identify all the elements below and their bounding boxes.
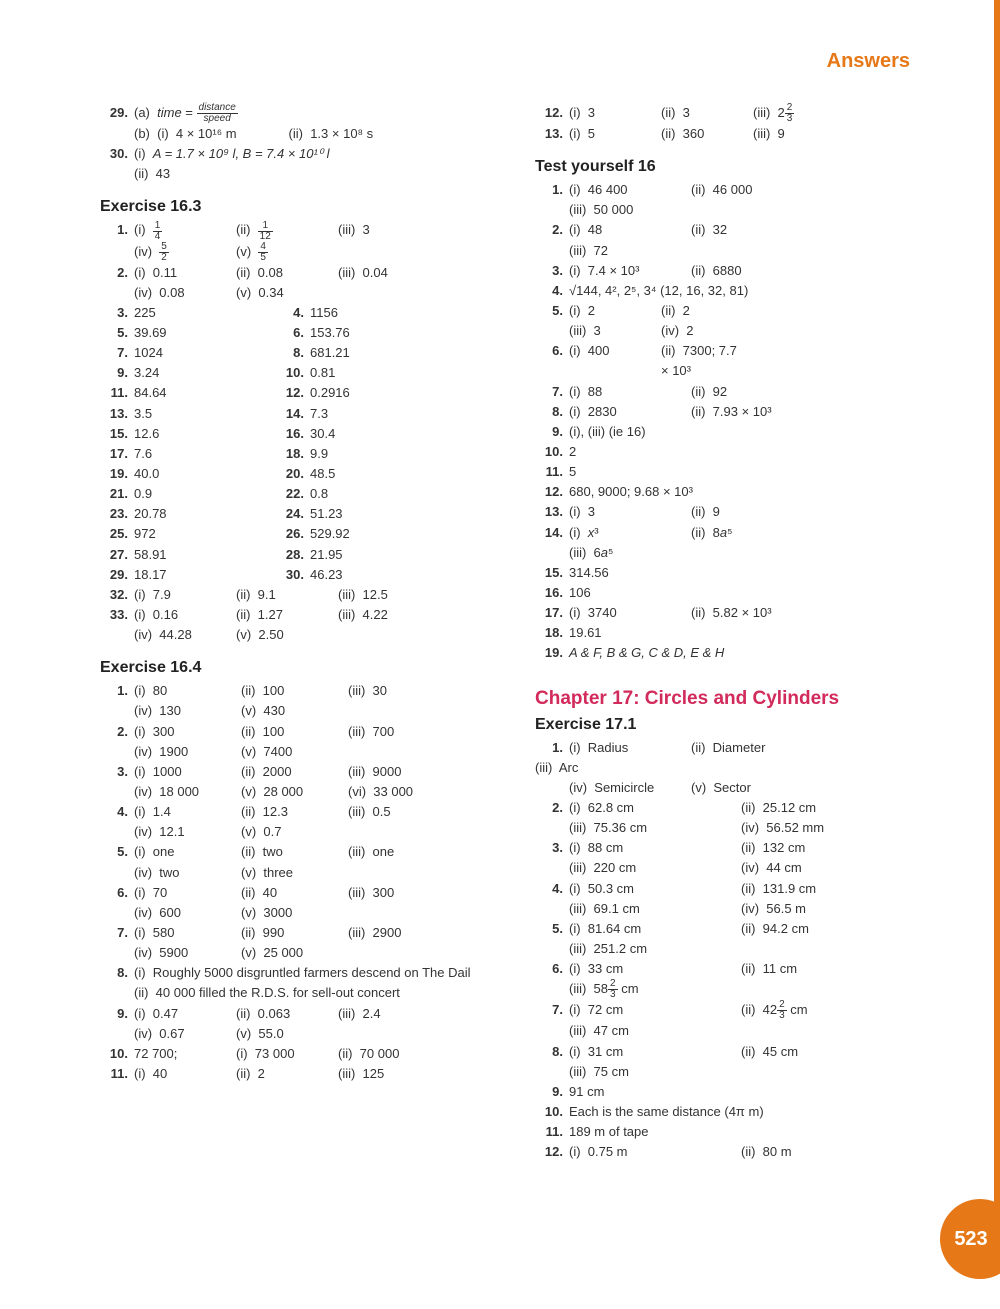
ex164-q11-iii: 125: [363, 1066, 385, 1081]
ex164-q9-iii: 2.4: [363, 1006, 381, 1021]
q29b-i: 4 × 10¹⁶ m: [176, 126, 237, 141]
q30-i: A = 1.7 × 10⁹ l, B = 7.4 × 10¹⁰ l: [153, 146, 330, 161]
ex163-title: Exercise 16.3: [100, 198, 495, 216]
ex163-q33-iii: 4.22: [363, 607, 388, 622]
left-column: 29. (a) time = distancespeed (b) (i) 4 ×…: [100, 103, 495, 1162]
ex164-q9-v: 55.0: [258, 1026, 283, 1041]
ex163-q2-v: 0.34: [258, 285, 283, 300]
q30-ii: 43: [156, 166, 170, 181]
test16-title: Test yourself 16: [535, 158, 930, 176]
test16-block: 1.(i) 46 400(ii) 46 000(iii) 50 0002.(i)…: [535, 180, 930, 663]
ex164-q8-ii: 40 000 filled the R.D.S. for sell-out co…: [156, 985, 400, 1000]
ex171-title: Exercise 17.1: [535, 716, 930, 734]
ex164-q11-ii: 2: [258, 1066, 265, 1081]
ex163-q32-ii: 9.1: [258, 587, 276, 602]
ex163-q2-i: 0.11: [153, 265, 177, 280]
ex163-q32-iii: 12.5: [363, 587, 388, 602]
q29b-ii: 1.3 × 10⁸ s: [310, 126, 373, 141]
r-q13-ii: 360: [683, 126, 705, 141]
ex163-q32-i: 7.9: [153, 587, 171, 602]
ex164-q8-i: Roughly 5000 disgruntled farmers descend…: [153, 965, 471, 980]
right-column: 12. (i) 3 (ii) 3 (iii) 223 13. (i) 5 (ii…: [535, 103, 930, 1162]
ex163-q2-iv: 0.08: [159, 285, 184, 300]
ex164-q9-ii: 0.063: [258, 1006, 291, 1021]
ex163-q2-ii: 0.08: [258, 265, 283, 280]
ex163-q33-i: 0.16: [153, 607, 178, 622]
r-q12-ii: 3: [683, 105, 690, 120]
ex163-q1-iii: 3: [363, 222, 370, 237]
ex164-q9-iv: 0.67: [159, 1026, 184, 1041]
page-number-badge: 523: [940, 1199, 1000, 1279]
ex164-block: 1.(i) 80(ii) 100(iii) 30(iv) 130(v) 4302…: [100, 681, 495, 963]
ex164-title: Exercise 16.4: [100, 659, 495, 677]
ex163-q33-ii: 1.27: [258, 607, 283, 622]
ex163-q2-iii: 0.04: [363, 265, 388, 280]
page-header: Answers: [100, 50, 930, 73]
ex163-q33-v: 2.50: [258, 627, 283, 642]
r-q13-i: 5: [588, 126, 595, 141]
chapter17-title: Chapter 17: Circles and Cylinders: [535, 688, 930, 710]
ex164-q10-main: 72 700;: [134, 1046, 177, 1061]
ex163-pairs: 3.2254.11565.39.696.153.767.10248.681.21…: [100, 303, 495, 585]
ex171-block: 1.(i) Radius(ii) Diameter(iii) Arc(iv) S…: [535, 738, 930, 1163]
ex164-q11-i: 40: [153, 1066, 167, 1081]
side-ribbon: [994, 0, 1000, 1260]
ex163-q33-iv: 44.28: [159, 627, 192, 642]
ex164-q9-i: 0.47: [153, 1006, 178, 1021]
r-q13-iii: 9: [778, 126, 785, 141]
r-q12-i: 3: [588, 105, 595, 120]
ex164-q10-ii: 70 000: [360, 1046, 400, 1061]
main-columns: 29. (a) time = distancespeed (b) (i) 4 ×…: [100, 103, 930, 1162]
ex164-q10-i: 73 000: [255, 1046, 295, 1061]
